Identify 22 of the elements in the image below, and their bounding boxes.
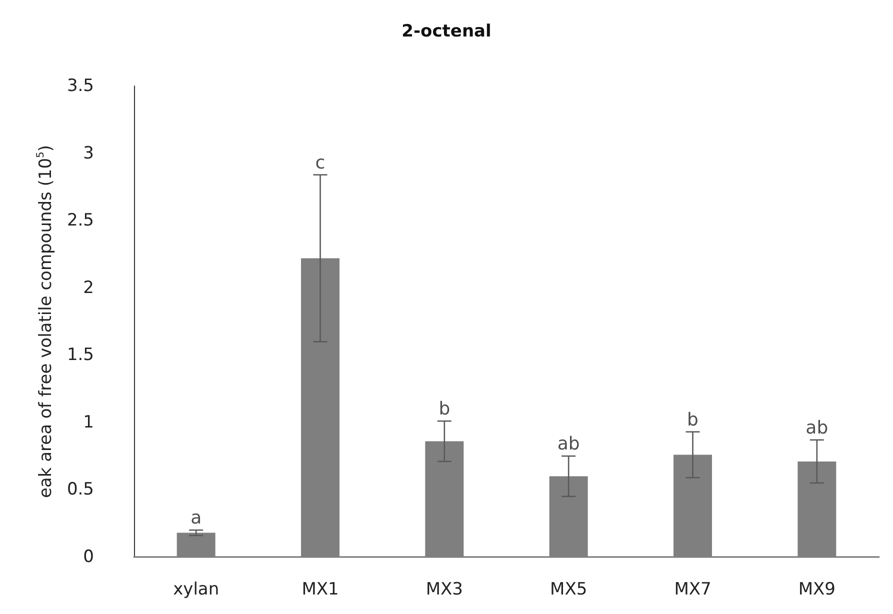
y-axis-title: eak area of free volatile compounds (105) bbox=[36, 144, 56, 498]
x-tick-label: MX7 bbox=[674, 580, 712, 600]
x-tick-label: MX3 bbox=[426, 580, 463, 600]
annotation: c bbox=[315, 152, 326, 174]
annotation: a bbox=[190, 508, 202, 529]
annotation: b bbox=[438, 398, 450, 420]
y-tick-label: 1 bbox=[83, 412, 94, 432]
chart-title: 2-octenal bbox=[402, 22, 492, 42]
x-tick-label: xylan bbox=[173, 580, 220, 600]
x-tick-label: MX1 bbox=[302, 580, 339, 600]
annotation: b bbox=[687, 409, 698, 430]
x-tick-label: MX9 bbox=[798, 580, 836, 600]
annotation: ab bbox=[806, 417, 828, 438]
y-tick-label: 2 bbox=[83, 278, 94, 298]
y-tick-label: 3.5 bbox=[66, 76, 94, 96]
y-tick-label: 0.5 bbox=[66, 480, 94, 500]
y-tick-label: 2.5 bbox=[66, 210, 94, 231]
y-tick-label: 1.5 bbox=[66, 345, 94, 366]
annotation: ab bbox=[557, 434, 580, 455]
y-tick-label: 3 bbox=[83, 143, 94, 164]
x-tick-label: MX5 bbox=[550, 580, 588, 600]
y-tick-label: 0 bbox=[83, 547, 94, 567]
